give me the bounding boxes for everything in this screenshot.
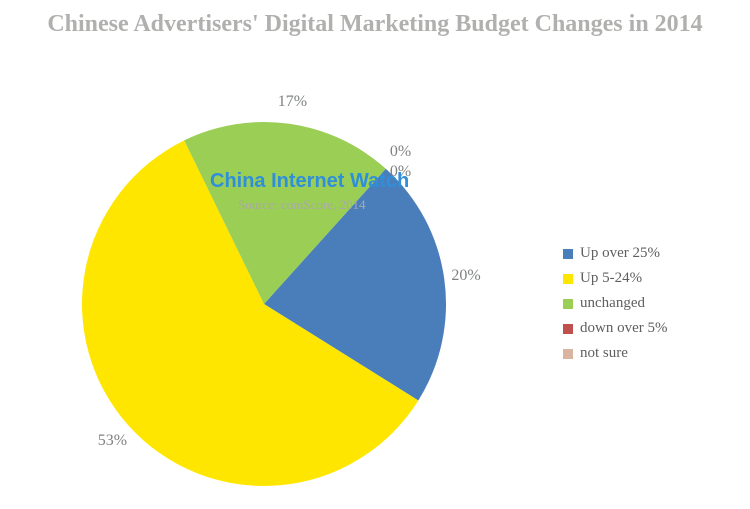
legend-item: Up over 25% [563,245,667,262]
watermark-source: Source: comScore, 2014 [238,197,365,213]
legend-swatch [563,249,573,259]
legend-label: Up over 25% [580,245,660,262]
legend-item: not sure [563,345,667,362]
legend-label: not sure [580,345,628,362]
legend-swatch [563,349,573,359]
legend-label: Up 5-24% [580,270,642,287]
watermark-brand: China Internet Watch [210,170,409,193]
legend-swatch [563,274,573,284]
legend-label: unchanged [580,295,645,312]
legend-item: Up 5-24% [563,270,667,287]
legend-label: down over 5% [580,320,667,337]
pie-slice-label: 17% [278,93,307,111]
pie-slice-label: 0% [390,143,411,161]
pie-slice-label: 53% [98,432,127,450]
legend-swatch [563,299,573,309]
chart-legend: Up over 25% Up 5-24% unchanged down over 5%… [563,245,667,362]
legend-swatch [563,324,573,334]
pie-slice-label: 0% [390,163,411,181]
pie-slice-label: 20% [451,267,480,285]
legend-item: down over 5% [563,320,667,337]
chart-container: { "title": { "text": "Chinese Advertiser… [0,0,750,509]
legend-item: unchanged [563,295,667,312]
chart-title: Chinese Advertisers' Digital Marketing B… [0,10,750,39]
